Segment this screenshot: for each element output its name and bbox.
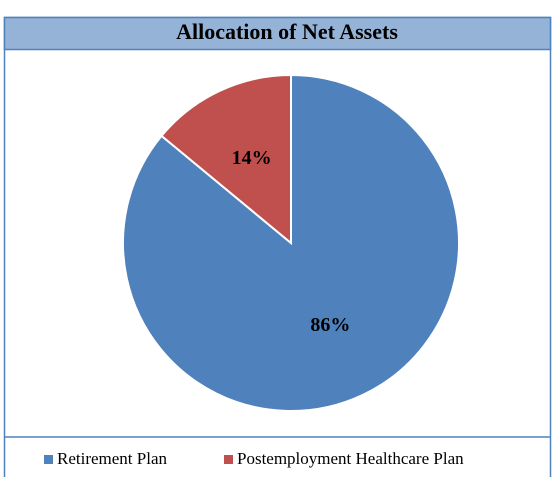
legend-swatch: [44, 455, 53, 464]
title-bar: [3, 16, 552, 51]
legend-label: Retirement Plan: [57, 449, 168, 468]
data-label: 86%: [310, 314, 350, 336]
pie-slice: [122, 73, 460, 412]
legend-label: Postemployment Healthcare Plan: [237, 449, 464, 468]
chart-title: Allocation of Net Assets: [176, 19, 398, 44]
pie-slice: [160, 73, 292, 246]
data-label: 14%: [232, 147, 272, 169]
legend-swatch: [224, 455, 233, 464]
